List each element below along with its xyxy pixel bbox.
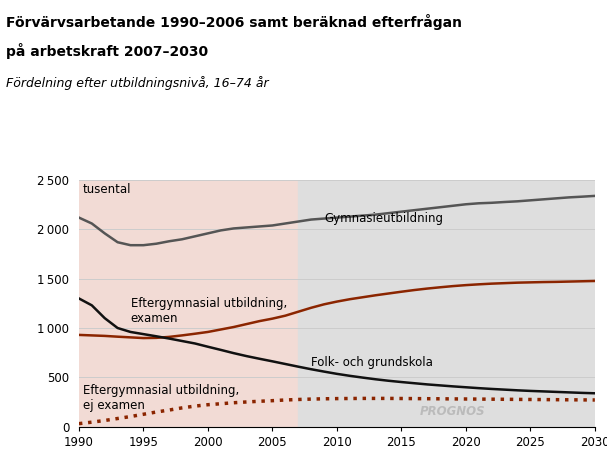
Text: Eftergymnasial utbildning,
ej examen: Eftergymnasial utbildning, ej examen (83, 384, 239, 412)
Text: Fördelning efter utbildningsnivå, 16–74 år: Fördelning efter utbildningsnivå, 16–74 … (6, 76, 269, 90)
Bar (298, 180, 595, 427)
Text: tusental: tusental (83, 183, 131, 196)
Bar (79, 180, 298, 427)
Text: Folk- och grundskola: Folk- och grundskola (311, 356, 433, 369)
Text: Gymnasieutbildning: Gymnasieutbildning (324, 212, 443, 225)
Text: Förvärvsarbetande 1990–2006 samt beräknad efterfrågan: Förvärvsarbetande 1990–2006 samt beräkna… (6, 14, 462, 30)
Text: PROGNOS: PROGNOS (420, 405, 486, 418)
Text: på arbetskraft 2007–2030: på arbetskraft 2007–2030 (6, 43, 208, 59)
Text: Eftergymnasial utbildning,
examen: Eftergymnasial utbildning, examen (131, 298, 287, 326)
